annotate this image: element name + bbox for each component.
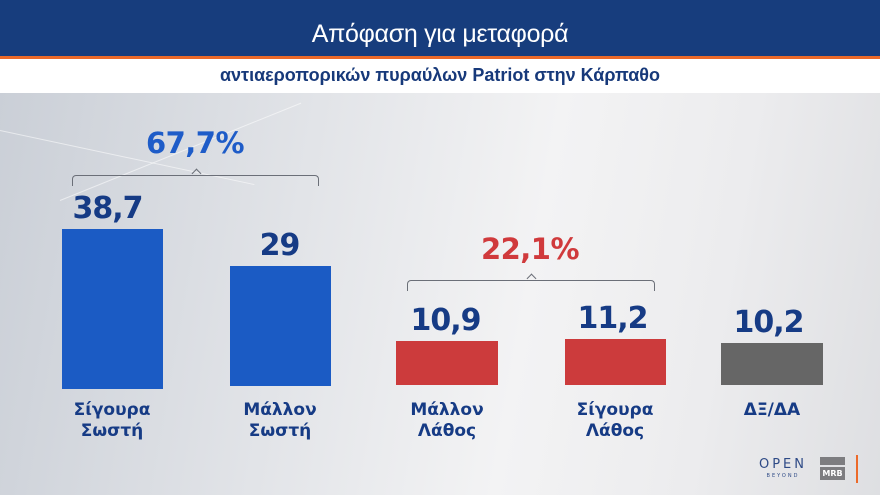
category-line-1: Σίγουρα xyxy=(576,400,654,420)
category-label: ΔΞ/ΔΑ xyxy=(702,400,842,421)
category-line-2: Σωστή xyxy=(80,421,144,441)
accent-divider xyxy=(0,56,880,59)
category-line-2: Σωστή xyxy=(248,421,312,441)
bar-definitely-wrong xyxy=(565,339,666,385)
mrb-logo: MRB xyxy=(820,467,845,480)
bar-probably-correct xyxy=(230,266,331,386)
open-tv-logo: OPEN xyxy=(758,457,807,472)
group-bracket-wrong xyxy=(407,273,655,291)
category-line-1: Σίγουρα xyxy=(73,400,151,420)
mrb-logo-bar xyxy=(820,457,845,465)
category-label: Μάλλον Λάθος xyxy=(377,400,517,442)
category-line-2: Λάθος xyxy=(417,421,477,441)
logo-divider xyxy=(856,455,858,483)
category-label: Σίγουρα Λάθος xyxy=(545,400,685,442)
category-line-1: Μάλλον xyxy=(243,400,317,420)
group-bracket-correct xyxy=(72,168,319,186)
category-label: Σίγουρα Σωστή xyxy=(42,400,182,442)
bar-dont-know xyxy=(721,343,823,385)
value-label: 11,2 xyxy=(577,301,648,336)
chart-subtitle: αντιαεροπορικών πυραύλων Patriot στην Κά… xyxy=(219,65,661,85)
subtitle-band xyxy=(0,59,880,93)
category-line-2: Λάθος xyxy=(585,421,645,441)
group-total-correct: 67,7% xyxy=(145,126,245,160)
bar-probably-wrong xyxy=(396,341,498,385)
category-line-1: Μάλλον xyxy=(410,400,484,420)
header-band xyxy=(0,0,880,56)
category-line-1: ΔΞ/ΔΑ xyxy=(743,400,801,420)
bar-definitely-correct xyxy=(62,229,163,389)
value-label: 38,7 xyxy=(72,191,143,226)
value-label: 10,9 xyxy=(410,303,481,338)
chart-title: Απόφαση για μεταφορά xyxy=(311,20,569,48)
value-label: 29 xyxy=(259,228,301,263)
category-label: Μάλλον Σωστή xyxy=(210,400,350,442)
bracket-tip xyxy=(526,273,537,284)
open-tv-tagline: BEYOND xyxy=(766,473,800,479)
group-total-wrong: 22,1% xyxy=(480,232,580,266)
value-label: 10,2 xyxy=(733,305,804,340)
